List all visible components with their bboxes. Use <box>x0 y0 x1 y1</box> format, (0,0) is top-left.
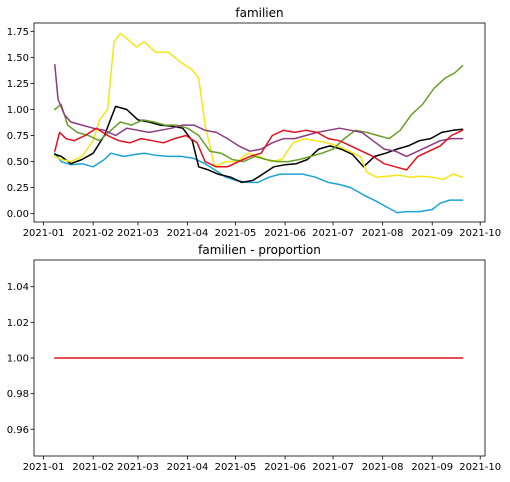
y-tick-label: 0.00 <box>7 209 29 220</box>
series-line-1 <box>54 105 464 184</box>
y-tick-label: 1.02 <box>7 318 29 329</box>
x-tick-label: 2021-02 <box>72 228 114 239</box>
x-tick-label: 2021-04 <box>167 462 209 473</box>
x-tick-label: 2021-02 <box>72 462 114 473</box>
series-line-0 <box>54 152 464 214</box>
x-tick-label: 2021-01 <box>23 228 65 239</box>
series-line-3 <box>54 64 464 163</box>
x-tick-label: 2021-10 <box>459 228 501 239</box>
y-axis: 0.96 0.98 1.00 1.02 1.04 <box>7 282 34 436</box>
x-tick-label: 2021-05 <box>215 228 257 239</box>
y-tick-label: 0.75 <box>7 131 29 142</box>
y-axis: 0.00 0.25 0.50 0.75 1.00 1.25 1.50 1.75 <box>7 27 34 220</box>
x-tick-label: 2021-03 <box>117 228 159 239</box>
x-tick-label: 2021-08 <box>362 228 404 239</box>
x-tick-label: 2021-09 <box>411 228 453 239</box>
y-tick-label: 1.04 <box>7 282 29 293</box>
x-tick-label: 2021-07 <box>312 228 354 239</box>
chart-familien: familien 2021-01 2021-02 2021-03 2021-04 202… <box>7 6 501 239</box>
y-tick-label: 1.00 <box>7 354 29 365</box>
x-axis: 2021-01 2021-02 2021-03 2021-04 2021-05 2021-… <box>23 456 501 473</box>
y-tick-label: 0.96 <box>7 425 29 436</box>
series-line-2 <box>54 32 464 181</box>
series-line-4 <box>54 63 464 158</box>
y-tick-label: 0.98 <box>7 389 29 400</box>
x-tick-label: 2021-08 <box>362 462 404 473</box>
x-tick-label: 2021-09 <box>411 462 453 473</box>
plot-lines <box>54 32 464 214</box>
x-tick-label: 2021-10 <box>459 462 501 473</box>
y-tick-label: 0.25 <box>7 183 29 194</box>
y-tick-label: 1.50 <box>7 53 29 64</box>
chart-familien-proportion: familien - proportion 2021-01 2021-02 2021… <box>7 243 501 473</box>
y-tick-label: 1.75 <box>7 27 29 38</box>
x-tick-label: 2021-06 <box>264 228 306 239</box>
x-tick-label: 2021-05 <box>215 462 257 473</box>
plot-area <box>33 22 486 223</box>
x-tick-label: 2021-03 <box>117 462 159 473</box>
x-tick-label: 2021-01 <box>23 462 65 473</box>
y-tick-label: 0.50 <box>7 157 29 168</box>
y-tick-label: 1.25 <box>7 79 29 90</box>
x-axis: 2021-01 2021-02 2021-03 2021-04 2021-05 2021-… <box>23 222 501 239</box>
x-tick-label: 2021-04 <box>167 228 209 239</box>
chart-title: familien <box>235 6 283 20</box>
x-tick-label: 2021-06 <box>264 462 306 473</box>
y-tick-label: 1.00 <box>7 105 29 116</box>
x-tick-label: 2021-07 <box>312 462 354 473</box>
series-line-5 <box>54 127 464 171</box>
chart-title: familien - proportion <box>198 243 321 257</box>
